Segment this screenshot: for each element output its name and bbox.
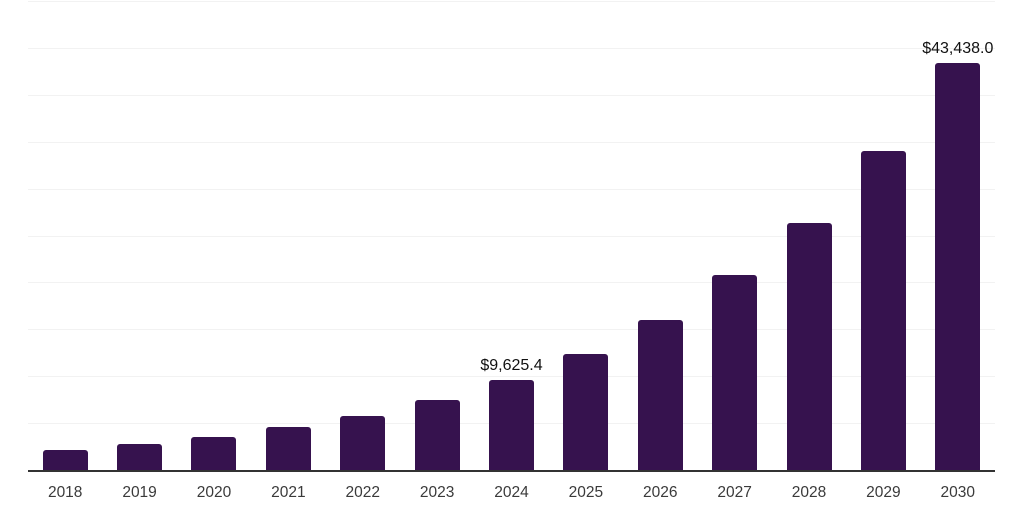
plot-area: $9,625.4 $43,438.0 xyxy=(28,1,995,470)
bar-2028 xyxy=(786,222,832,470)
bar-2020 xyxy=(191,436,237,470)
gridline-10000 xyxy=(28,376,995,378)
bar-2021 xyxy=(265,427,311,470)
x-tick-label-2019: 2019 xyxy=(122,484,157,501)
bar-2026 xyxy=(637,320,683,470)
gridline-30000 xyxy=(28,188,995,190)
x-tick-label-2018: 2018 xyxy=(47,484,83,501)
bar-2019 xyxy=(117,443,163,470)
bar-2024 xyxy=(489,379,534,470)
x-tick-label-2021: 2021 xyxy=(271,484,306,501)
x-tick-label-2020: 2020 xyxy=(196,484,232,501)
gridline-40000 xyxy=(28,94,995,96)
x-tick-label-2023: 2023 xyxy=(419,484,455,501)
bar-2025 xyxy=(563,354,609,470)
x-tick-label-2027: 2027 xyxy=(717,484,752,501)
x-tick-label-2028: 2028 xyxy=(791,484,827,501)
gridline-25000 xyxy=(28,235,995,237)
gridline-45000 xyxy=(28,47,995,49)
gridline-15000 xyxy=(28,329,995,331)
x-tick-label-2029: 2029 xyxy=(866,484,901,501)
x-tick-label-2022: 2022 xyxy=(345,484,380,501)
x-axis-tick-labels: 2018 2019 2020 2021 2022 2023 2024 2025 2026 2027… xyxy=(28,485,995,503)
bar-2027 xyxy=(712,275,758,470)
x-tick-label-2026: 2026 xyxy=(643,484,678,501)
gridline-35000 xyxy=(28,141,995,143)
x-tick-label-2024: 2024 xyxy=(494,484,529,501)
gridline-50000 xyxy=(28,1,995,2)
bar-value-label-2030: $43,438.0 xyxy=(922,39,994,57)
bar-2023 xyxy=(414,399,460,470)
x-tick-label-2025: 2025 xyxy=(568,484,604,501)
gridline-20000 xyxy=(28,282,995,284)
x-tick-label-2030: 2030 xyxy=(940,484,976,501)
bar-2030 xyxy=(935,62,981,470)
bar-value-label-2024: $9,625.4 xyxy=(480,356,543,374)
bar-2029 xyxy=(860,150,906,470)
bar-2018 xyxy=(42,450,88,470)
bar-2022 xyxy=(340,415,386,470)
x-axis-line xyxy=(28,470,995,472)
